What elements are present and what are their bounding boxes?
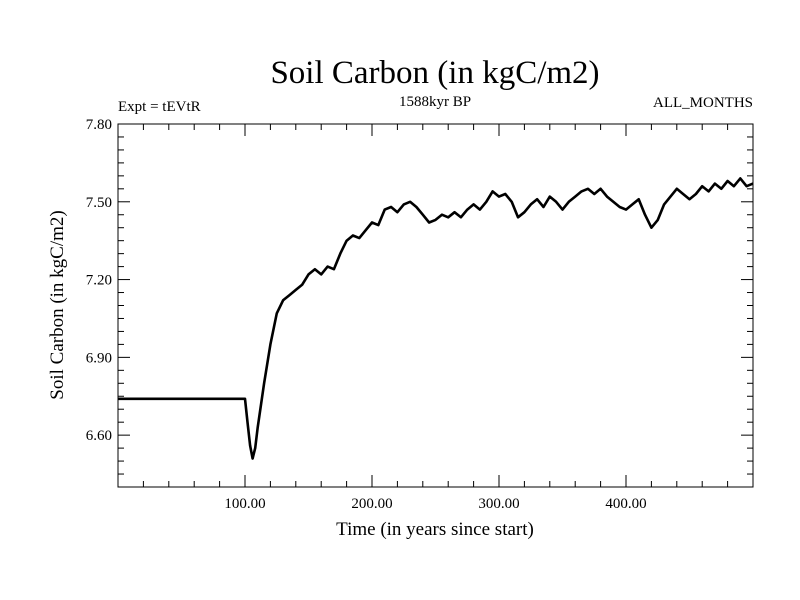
minor-ticks [118, 124, 753, 487]
plot-frame [117, 123, 754, 488]
x-tick-label: 300.00 [478, 496, 519, 512]
chart-title: Soil Carbon (in kgC/m2) [270, 55, 599, 91]
y-tick-labels: 6.60 6.90 7.20 7.50 7.80 [86, 117, 112, 444]
y-axis-label: Soil Carbon (in kgC/m2) [47, 210, 68, 399]
chart-subtitle-center: 1588kyr BP [399, 94, 471, 110]
y-tick-label: 7.50 [86, 195, 112, 211]
y-tick-label: 7.20 [86, 273, 112, 289]
major-ticks [118, 123, 753, 487]
x-tick-label: 200.00 [351, 496, 392, 512]
x-axis-label: Time (in years since start) [336, 519, 534, 540]
y-tick-label: 6.90 [86, 350, 112, 366]
x-tick-label: 100.00 [224, 496, 265, 512]
series-line-soil-carbon [118, 177, 754, 460]
x-tick-label: 400.00 [605, 496, 646, 512]
y-tick-label: 7.80 [86, 117, 112, 133]
chart-subtitle-left: Expt = tEVtR [118, 99, 201, 115]
chart-subtitle-right: ALL_MONTHS [653, 95, 753, 111]
y-tick-label: 6.60 [86, 428, 112, 444]
x-tick-labels: 100.00 200.00 300.00 400.00 [224, 496, 646, 512]
